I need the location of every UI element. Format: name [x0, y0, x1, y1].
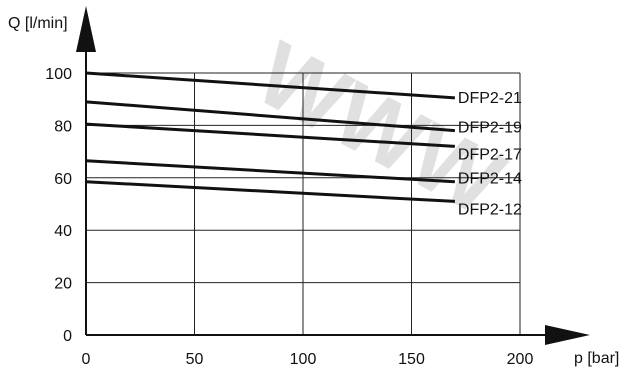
series-line [85, 159, 455, 184]
x-tick-label: 0 [82, 351, 91, 368]
x-tick-label: 100 [290, 351, 317, 368]
y-axis-arrow-icon [76, 6, 96, 52]
tick-labels: 0 20 40 60 80 100 0 50 100 150 200 [45, 66, 533, 368]
y-tick-label: 60 [54, 171, 72, 188]
x-tick-label: 150 [398, 351, 425, 368]
axes: Q [l/min] p [bar] [8, 6, 619, 367]
series-lines [85, 71, 456, 203]
grid [86, 72, 521, 335]
series-line [85, 122, 455, 148]
y-tick-label: 20 [54, 276, 72, 293]
series-label: DFP2-19 [458, 120, 522, 137]
y-tick-label: 100 [45, 66, 72, 83]
y-axis-label: Q [l/min] [8, 15, 68, 32]
y-tick-label: 0 [63, 328, 72, 345]
series-line [85, 71, 456, 100]
x-axis-label: p [bar] [574, 350, 619, 367]
x-tick-label: 200 [507, 351, 534, 368]
series-label: DFP2-12 [458, 201, 522, 218]
series-label: DFP2-21 [458, 90, 522, 107]
y-tick-label: 40 [54, 223, 72, 240]
y-tick-label: 80 [54, 118, 72, 135]
x-tick-label: 50 [186, 351, 204, 368]
series-line [85, 100, 456, 133]
series-labels: DFP2-21 DFP2-19 DFP2-17 DFP2-14 DFP2-12 [458, 90, 522, 218]
series-label: DFP2-17 [458, 146, 522, 163]
series-line [85, 180, 455, 203]
series-label: DFP2-14 [458, 171, 522, 188]
x-axis-arrow-icon [545, 325, 590, 345]
